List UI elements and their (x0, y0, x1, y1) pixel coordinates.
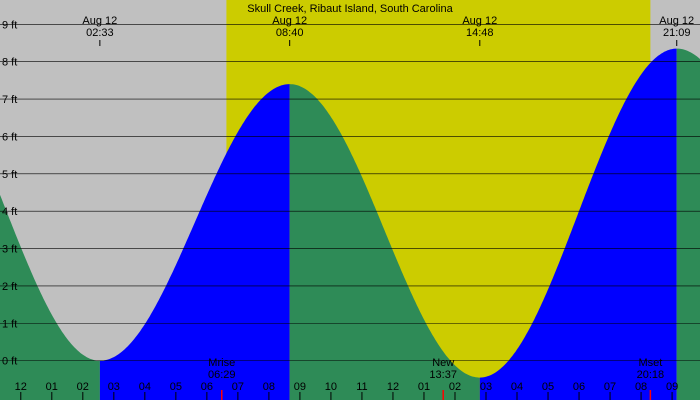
rising-tide-area (99, 84, 290, 400)
tide-time-label: 02:33 (86, 27, 114, 39)
moon-event-time: 20:18 (637, 369, 665, 381)
x-tick-label: 01 (46, 381, 58, 393)
y-tick-label: 6 ft (2, 131, 17, 143)
tide-time-label: 08:40 (276, 27, 304, 39)
y-tick-label: 5 ft (2, 169, 17, 181)
x-tick-label: 09 (294, 381, 306, 393)
y-tick-label: 0 ft (2, 356, 17, 368)
x-tick-label: 03 (108, 381, 120, 393)
falling-tide-area (676, 48, 700, 400)
moon-event-time: 06:29 (208, 369, 236, 381)
tide-date-label: Aug 12 (659, 15, 694, 27)
y-tick-label: 9 ft (2, 19, 17, 31)
moon-event-name: New (432, 357, 454, 369)
x-tick-label: 12 (15, 381, 27, 393)
x-tick-label: 04 (139, 381, 151, 393)
x-tick-label: 05 (542, 381, 554, 393)
falling-tide-area (289, 84, 480, 400)
x-tick-label: 06 (573, 381, 585, 393)
y-tick-label: 1 ft (2, 318, 17, 330)
x-tick-label: 02 (77, 381, 89, 393)
x-tick-label: 10 (325, 381, 337, 393)
y-tick-label: 2 ft (2, 281, 17, 293)
x-tick-label: 08 (635, 381, 647, 393)
tide-time-label: 21:09 (663, 27, 691, 39)
x-tick-label: 02 (449, 381, 461, 393)
moon-event-name: Mrise (208, 357, 235, 369)
x-tick-label: 01 (418, 381, 430, 393)
x-tick-label: 11 (356, 381, 367, 393)
x-tick-label: 06 (201, 381, 213, 393)
x-tick-label: 04 (511, 381, 523, 393)
chart-title: Skull Creek, Ribaut Island, South Caroli… (247, 3, 453, 15)
y-tick-label: 7 ft (2, 94, 17, 106)
x-tick-label: 03 (480, 381, 492, 393)
tide-date-label: Aug 12 (82, 15, 117, 27)
y-tick-label: 3 ft (2, 244, 17, 256)
x-tick-label: 09 (666, 381, 678, 393)
x-tick-label: 05 (170, 381, 182, 393)
moon-event-name: Mset (638, 357, 662, 369)
tide-date-label: Aug 12 (272, 15, 307, 27)
falling-tide-area (0, 194, 100, 400)
y-tick-label: 4 ft (2, 206, 17, 218)
x-tick-label: 07 (604, 381, 616, 393)
y-tick-label: 8 ft (2, 57, 17, 69)
tide-time-label: 14:48 (466, 27, 494, 39)
x-tick-label: 07 (232, 381, 244, 393)
x-tick-label: 12 (387, 381, 399, 393)
x-tick-label: 08 (263, 381, 275, 393)
moon-event-time: 13:37 (429, 369, 457, 381)
tide-date-label: Aug 12 (462, 15, 497, 27)
